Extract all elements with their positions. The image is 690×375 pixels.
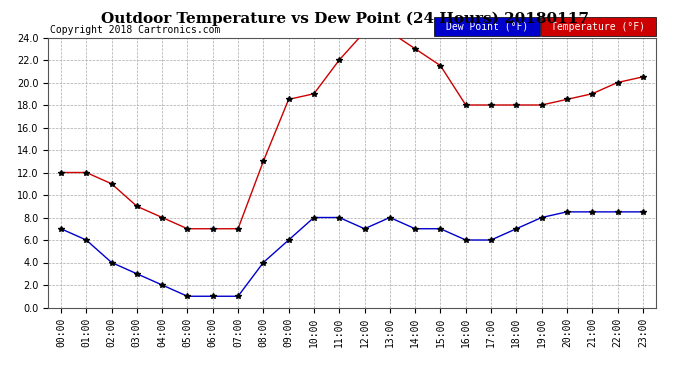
Text: Copyright 2018 Cartronics.com: Copyright 2018 Cartronics.com xyxy=(50,25,220,35)
Text: Temperature (°F): Temperature (°F) xyxy=(551,22,645,32)
Text: Outdoor Temperature vs Dew Point (24 Hours) 20180117: Outdoor Temperature vs Dew Point (24 Hou… xyxy=(101,11,589,26)
FancyBboxPatch shape xyxy=(434,17,540,36)
Text: Dew Point (°F): Dew Point (°F) xyxy=(446,22,528,32)
FancyBboxPatch shape xyxy=(542,17,655,36)
